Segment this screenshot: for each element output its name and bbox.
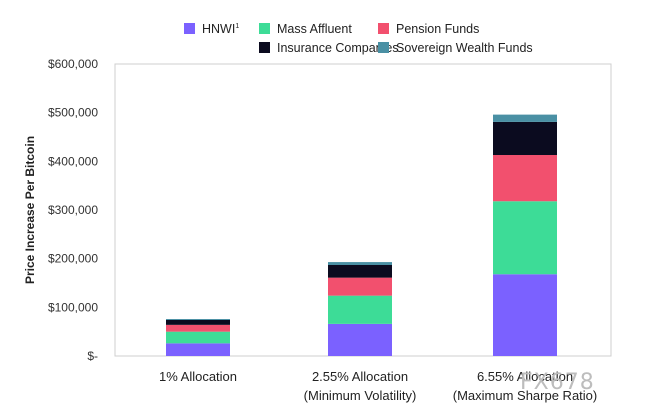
- bar-segment: [166, 324, 230, 332]
- legend-swatch: [259, 42, 270, 53]
- y-tick-label: $300,000: [48, 203, 98, 217]
- bar-segment: [328, 262, 392, 265]
- legend-swatch: [259, 23, 270, 34]
- bar-segment: [493, 114, 557, 122]
- y-tick-label: $-: [87, 349, 98, 363]
- bar-segment: [493, 201, 557, 275]
- legend-label: Sovereign Wealth Funds: [396, 41, 533, 55]
- x-category-label: 2.55% Allocation: [312, 369, 408, 384]
- legend-label: Pension Funds: [396, 22, 479, 36]
- legend-label: Insurance Companies: [277, 41, 399, 55]
- legend-swatch: [378, 23, 389, 34]
- bar-segment: [166, 331, 230, 344]
- y-axis-label: Price Increase Per Bitcoin: [23, 136, 37, 284]
- legend-swatch: [378, 42, 389, 53]
- bar-segment: [328, 323, 392, 356]
- x-axis: 1% Allocation 2.55% Allocation (Minimum Vo…: [159, 369, 597, 403]
- bar-segment: [493, 121, 557, 156]
- bar-segment: [328, 264, 392, 278]
- legend: HNWI1 Mass Affluent Pension Funds Insurance…: [184, 22, 533, 55]
- bar-segment: [493, 155, 557, 202]
- y-tick-label: $100,000: [48, 300, 98, 314]
- bar-segment: [328, 277, 392, 296]
- legend-swatch: [184, 23, 195, 34]
- legend-label: Mass Affluent: [277, 22, 352, 36]
- y-tick-label: $400,000: [48, 154, 98, 168]
- y-tick-label: $500,000: [48, 106, 98, 120]
- x-category-label: (Maximum Sharpe Ratio): [453, 388, 598, 403]
- y-tick-label: $600,000: [48, 57, 98, 71]
- x-category-label: 1% Allocation: [159, 369, 237, 384]
- x-category-label: 6.55% Allocation: [477, 369, 573, 384]
- bars: [166, 114, 557, 356]
- y-axis: $- $100,000 $200,000 $300,000 $400,000 $500,0…: [48, 57, 98, 363]
- x-category-label: (Minimum Volatility): [304, 388, 417, 403]
- bar-segment: [493, 274, 557, 356]
- watermark: FX678: [520, 370, 595, 395]
- bar-segment: [166, 343, 230, 356]
- bar-segment: [166, 319, 230, 320]
- y-tick-label: $200,000: [48, 252, 98, 266]
- bar-segment: [166, 319, 230, 325]
- bar-segment: [328, 295, 392, 324]
- legend-label: HNWI1: [202, 22, 239, 36]
